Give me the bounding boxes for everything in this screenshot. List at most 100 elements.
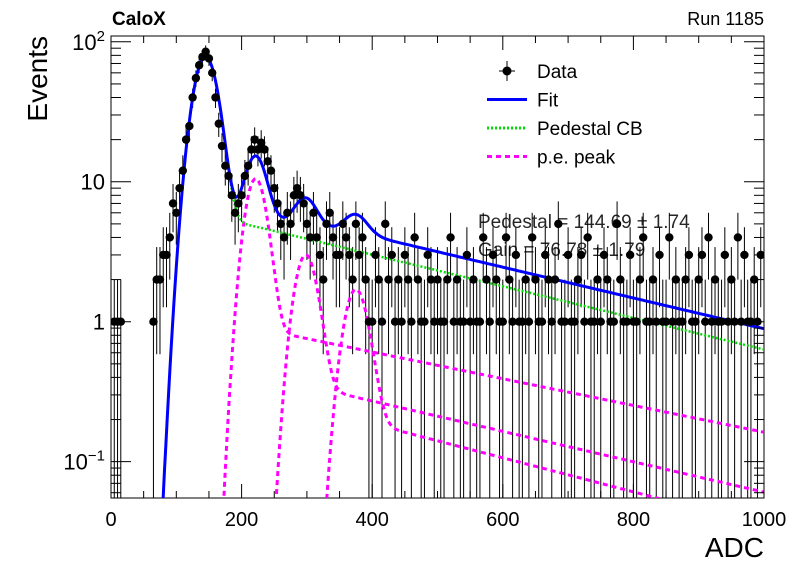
data-point: [286, 219, 295, 229]
y-tick-label: 102: [72, 28, 105, 55]
data-point: [648, 275, 658, 284]
data-point: [302, 219, 312, 229]
data-point: [498, 317, 507, 326]
data-point: [521, 275, 530, 284]
data-point: [384, 275, 393, 284]
data-point: [547, 317, 556, 326]
x-tick-label: 600: [486, 509, 519, 531]
data-point: [678, 317, 687, 326]
data-point: [524, 317, 534, 326]
data-point: [394, 275, 403, 284]
data-point: [707, 317, 716, 326]
data-point: [560, 317, 570, 326]
data-point: [720, 250, 730, 260]
data-point: [325, 208, 334, 217]
data-point: [351, 219, 361, 229]
data-point: [430, 317, 439, 326]
data-point: [276, 219, 285, 229]
data-point: [305, 233, 315, 242]
data-point: [299, 199, 308, 208]
data-point: [655, 250, 664, 260]
x-tick-label: 400: [356, 509, 389, 531]
data-point: [188, 93, 197, 102]
data-point: [527, 233, 537, 242]
data-point: [465, 317, 475, 326]
data-point: [260, 145, 269, 154]
data-point: [590, 317, 599, 326]
data-point: [168, 199, 178, 208]
data-point: [178, 166, 188, 175]
data-point: [710, 275, 720, 284]
data-point: [518, 317, 527, 326]
data-point: [717, 317, 726, 326]
data-point: [482, 275, 491, 284]
data-point: [531, 275, 540, 284]
data-point: [603, 275, 612, 284]
data-point: [733, 233, 743, 242]
data-point: [697, 250, 707, 260]
legend-label: Data: [537, 62, 578, 83]
data-point: [403, 275, 413, 284]
data-point: [315, 250, 325, 260]
data-point: [354, 250, 364, 260]
x-tick-label: 1000: [742, 509, 787, 531]
pe-peak-curve-3: [325, 287, 663, 498]
data-point: [596, 317, 605, 326]
data-point: [289, 191, 299, 200]
data-point: [723, 317, 733, 326]
data-point: [508, 317, 517, 326]
data-point: [469, 275, 478, 284]
data-point: [420, 317, 429, 326]
data-point: [652, 317, 661, 326]
legend-label: p.e. peak: [537, 148, 616, 169]
x-tick-label: 800: [617, 509, 650, 531]
data-point: [505, 275, 514, 284]
legend-label: Fit: [537, 91, 559, 112]
data-point: [570, 317, 579, 326]
data-point: [410, 233, 419, 242]
data-point: [400, 250, 410, 260]
data-point: [433, 275, 442, 284]
data-point: [701, 317, 710, 326]
run-label: Run 1185: [687, 9, 764, 29]
data-point: [691, 317, 700, 326]
data-point: [368, 317, 377, 326]
data-point: [319, 275, 328, 284]
legend-entry: Data: [499, 61, 578, 83]
data-point: [541, 250, 550, 260]
data-point: [149, 317, 158, 326]
data-point: [335, 250, 344, 260]
data-point: [162, 250, 171, 260]
data-point: [201, 47, 210, 56]
data-point: [501, 233, 511, 242]
data-point: [358, 233, 367, 242]
data-point: [217, 141, 227, 151]
fit-parameters: Pedestal = 144.69 ± 1.74 Gain = 76.78 ± 1…: [478, 212, 690, 261]
legend-entry: Pedestal CB: [487, 119, 643, 140]
data-point: [452, 275, 462, 284]
error-bars: [112, 45, 763, 498]
data-point: [279, 233, 289, 242]
data-point: [230, 208, 240, 217]
legend: Data Fit Pedestal CB p.e. peak: [487, 61, 643, 169]
total-fit-curve: [161, 55, 764, 498]
data-point: [243, 161, 253, 171]
data-point: [593, 275, 602, 284]
data-point: [612, 219, 622, 229]
data-point: [338, 219, 348, 229]
data-point: [740, 250, 749, 260]
legend-label: Pedestal CB: [537, 119, 643, 140]
experiment-label: CaloX: [112, 9, 166, 30]
data-point: [194, 61, 204, 70]
data-point: [214, 119, 223, 128]
data-point: [423, 250, 432, 260]
data-point: [296, 191, 305, 200]
data-point: [204, 54, 214, 63]
data-point: [544, 275, 553, 284]
data-point: [374, 275, 383, 284]
data-point: [668, 317, 677, 326]
data-point: [446, 233, 455, 242]
y-tick-label: 10−1: [63, 448, 105, 475]
data-point: [172, 208, 181, 217]
data-point: [253, 145, 263, 154]
